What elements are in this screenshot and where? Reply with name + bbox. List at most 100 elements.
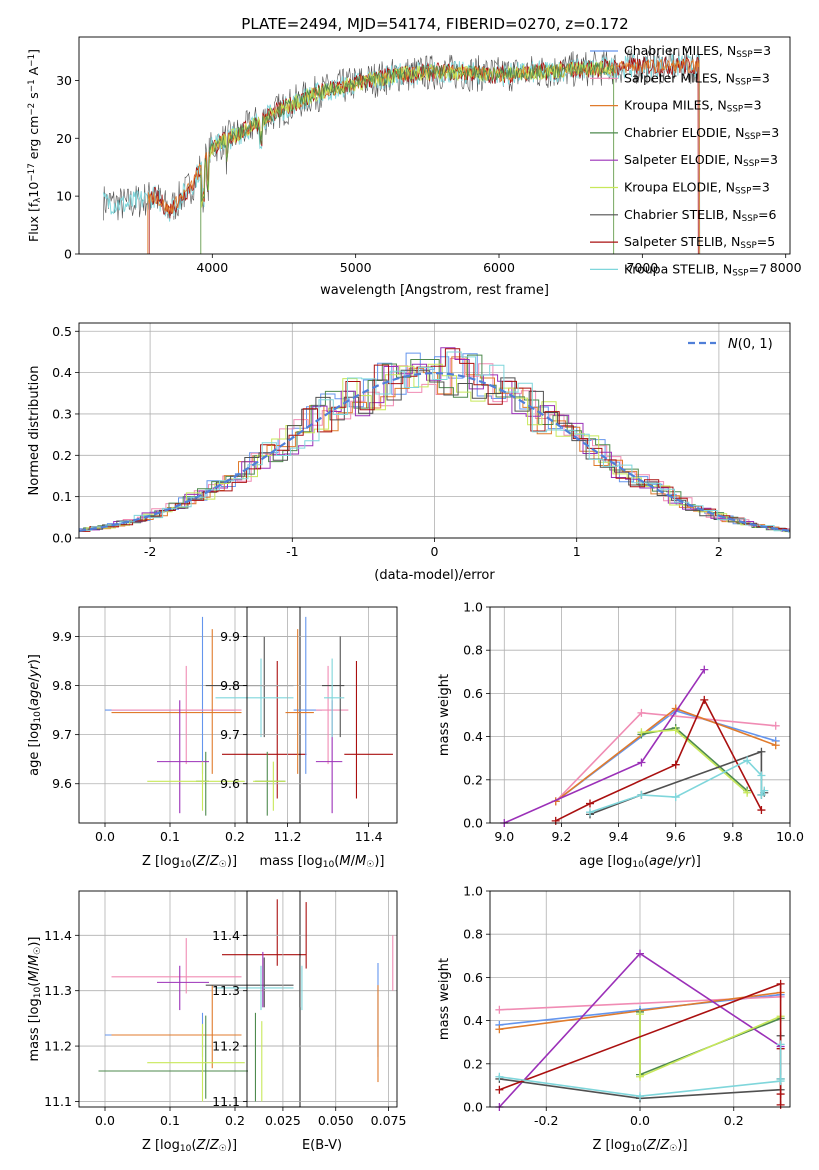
axes-frame — [78, 36, 791, 255]
y-tick-label: 11.4 — [44, 928, 72, 943]
weight-marker — [637, 728, 646, 737]
x-tick-label: 0 — [431, 544, 439, 559]
age_vs_Z-points — [105, 616, 307, 816]
weight-marker — [636, 1072, 644, 1081]
y-tick-label: 30 — [56, 73, 72, 88]
age_vs_Z-ylabel: age [log10(age/yr)] — [27, 654, 43, 776]
axes-frame — [78, 322, 791, 539]
spectrum-axes: 4000 5000 6000 7000 8000 0 10 20 30 — [56, 73, 802, 275]
x-tick-label: 9.0 — [494, 829, 514, 844]
weight-marker — [636, 1092, 644, 1101]
x-tick-label: 0.2 — [724, 1113, 744, 1128]
weight-marker — [671, 760, 680, 769]
weight-marker — [586, 808, 594, 817]
x-tick-label: 11.2 — [274, 829, 302, 844]
residuals-axes: -2 -1 0 1 2 0.0 0.1 0.2 0.3 0.4 0.5 — [52, 323, 790, 559]
legend-entry: Chabrier ELODIE, NSSP=3 — [624, 125, 779, 142]
residual-histogram — [79, 351, 790, 533]
y-tick-label: 0.0 — [52, 531, 72, 546]
y-tick-label: 1.0 — [463, 600, 483, 615]
y-tick-label: 9.8 — [220, 678, 240, 693]
x-tick-label: 0.0 — [95, 829, 115, 844]
y-tick-label: 0.1 — [52, 489, 72, 504]
x-tick-label: 4000 — [196, 260, 228, 275]
spectrum-line — [102, 53, 701, 254]
residuals-legend: N(0, 1) — [688, 337, 773, 352]
weight-marker — [495, 1072, 504, 1081]
y-tick-label: 0.8 — [463, 643, 483, 658]
weight_vs_Z-xlabel: Z [log10(Z/Z☉)] — [592, 1138, 687, 1154]
x-tick-label: 5000 — [340, 260, 372, 275]
weight-marker — [671, 793, 680, 802]
weight-line — [639, 1012, 781, 1076]
age_vs_Z-xlabel: Z [log10(Z/Z☉)] — [142, 854, 237, 870]
normal-curve — [79, 371, 790, 532]
spectrum-line — [200, 60, 615, 254]
weight-marker — [743, 788, 752, 797]
mass_vs_Z-ylabel: mass [log10(M/M☉)] — [27, 937, 43, 1062]
weight-marker — [636, 949, 644, 958]
axes-frame — [78, 890, 301, 1108]
x-tick-label: 6000 — [483, 260, 515, 275]
y-tick-label: 10 — [56, 189, 72, 204]
y-tick-label: 11.3 — [44, 983, 72, 998]
y-tick-label: 9.9 — [220, 629, 240, 644]
weight-line — [503, 669, 705, 824]
y-tick-label: 0.2 — [52, 448, 72, 463]
weight-marker — [776, 1090, 785, 1099]
mass_vs_ebv-xlabel: E(B-V) — [302, 1138, 342, 1153]
x-tick-label: -0.2 — [534, 1113, 558, 1128]
y-tick-label: 0.4 — [463, 1013, 483, 1028]
weight-marker — [637, 708, 646, 717]
residual-histogram — [79, 369, 790, 532]
x-tick-label: 8000 — [770, 260, 802, 275]
y-tick-label: 9.6 — [220, 776, 240, 791]
axes-frame — [78, 606, 301, 824]
age_vs_mass-xlabel: mass [log10(M/M☉)] — [260, 854, 385, 870]
y-tick-label: 0.6 — [463, 686, 483, 701]
y-tick-label: 9.9 — [52, 629, 72, 644]
x-tick-label: 9.2 — [551, 829, 571, 844]
legend-entry: Chabrier STELIB, NSSP=6 — [624, 207, 777, 224]
y-tick-label: 0.4 — [463, 729, 483, 744]
weight-line — [639, 1014, 781, 1079]
spectrum-line — [200, 60, 615, 254]
weight-marker — [771, 721, 780, 730]
spectrum-line — [148, 56, 699, 254]
weight-marker — [636, 1010, 644, 1019]
x-tick-label: 11.4 — [355, 829, 383, 844]
y-tick-label: 9.7 — [52, 727, 72, 742]
x-tick-label: 2 — [715, 544, 723, 559]
weight-marker — [671, 726, 680, 735]
x-tick-label: 0.0 — [95, 1113, 115, 1128]
y-tick-label: 0.8 — [463, 927, 483, 942]
y-tick-label: 0.5 — [52, 324, 72, 339]
y-tick-label: 11.1 — [212, 1094, 240, 1109]
mass_vs_ebv-axes: 0.025 0.050 0.075 11.1 11.2 11.3 11.4 — [212, 891, 406, 1128]
mass_vs_Z-xlabel: Z [log10(Z/Z☉)] — [142, 1138, 237, 1154]
mass_vs_Z-points — [98, 899, 307, 1102]
axes-frame — [489, 606, 791, 824]
axes-frame — [246, 606, 398, 824]
weight-marker — [776, 979, 785, 988]
y-tick-label: 11.3 — [212, 983, 240, 998]
weight-marker — [776, 1100, 785, 1109]
weight_vs_age-ylabel: mass weight — [437, 674, 452, 756]
weight-marker — [700, 695, 709, 704]
weight_vs_age-xlabel: age [log10(age/yr)] — [579, 854, 701, 870]
legend-entry: Salpeter STELIB, NSSP=5 — [624, 234, 775, 251]
x-tick-label: -2 — [144, 544, 156, 559]
y-tick-label: 1.0 — [463, 884, 483, 899]
legend-entry: Kroupa MILES, NSSP=3 — [624, 98, 762, 115]
x-tick-label: 0.1 — [160, 1113, 180, 1128]
weight-marker — [757, 806, 766, 815]
y-tick-label: 0.2 — [463, 772, 483, 787]
legend-entry: N(0, 1) — [728, 337, 773, 352]
x-tick-label: 7000 — [626, 260, 658, 275]
weight-marker — [757, 790, 766, 799]
y-tick-label: 20 — [56, 131, 72, 146]
y-tick-label: 0 — [64, 247, 72, 262]
x-tick-label: 0.075 — [371, 1113, 407, 1128]
x-tick-label: 0.025 — [265, 1113, 301, 1128]
x-tick-label: 0.2 — [225, 829, 245, 844]
